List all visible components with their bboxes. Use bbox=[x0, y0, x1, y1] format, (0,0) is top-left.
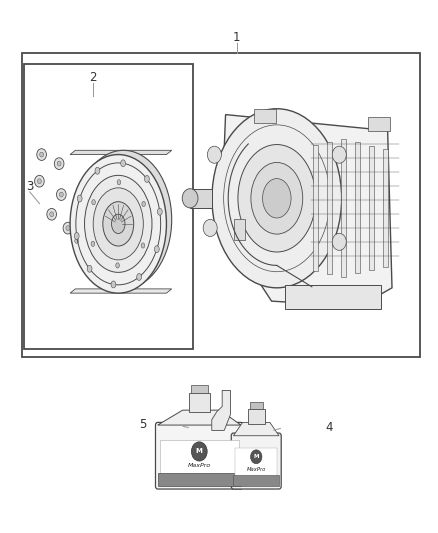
Ellipse shape bbox=[60, 192, 63, 197]
Ellipse shape bbox=[93, 188, 143, 260]
Ellipse shape bbox=[85, 175, 152, 272]
Ellipse shape bbox=[37, 149, 46, 160]
Ellipse shape bbox=[47, 208, 57, 220]
FancyBboxPatch shape bbox=[155, 422, 243, 489]
Ellipse shape bbox=[191, 442, 207, 461]
Ellipse shape bbox=[92, 200, 95, 205]
Text: 4: 4 bbox=[325, 421, 333, 434]
Ellipse shape bbox=[72, 235, 81, 247]
Bar bbox=[191, 385, 208, 393]
Polygon shape bbox=[70, 150, 172, 155]
Text: 2: 2 bbox=[89, 71, 97, 84]
Ellipse shape bbox=[121, 160, 126, 167]
Ellipse shape bbox=[87, 265, 92, 272]
Ellipse shape bbox=[35, 175, 44, 187]
Bar bbox=[250, 402, 263, 409]
Ellipse shape bbox=[91, 241, 95, 246]
Bar bbox=[24, 64, 193, 349]
Ellipse shape bbox=[142, 201, 145, 206]
Bar bbox=[234, 219, 245, 240]
Bar bbox=[254, 109, 276, 123]
Bar bbox=[369, 146, 374, 270]
Ellipse shape bbox=[63, 222, 73, 234]
Bar bbox=[383, 149, 388, 266]
Bar bbox=[247, 409, 265, 424]
Bar bbox=[233, 475, 279, 486]
Ellipse shape bbox=[145, 175, 149, 182]
FancyBboxPatch shape bbox=[231, 433, 281, 489]
Ellipse shape bbox=[116, 263, 120, 268]
Bar bbox=[313, 145, 318, 271]
Ellipse shape bbox=[262, 179, 291, 218]
Text: 3: 3 bbox=[26, 180, 33, 193]
Bar bbox=[368, 117, 390, 131]
Ellipse shape bbox=[77, 195, 82, 202]
Ellipse shape bbox=[212, 109, 342, 288]
Ellipse shape bbox=[251, 163, 303, 234]
Ellipse shape bbox=[137, 273, 141, 280]
Ellipse shape bbox=[49, 212, 53, 217]
Ellipse shape bbox=[157, 208, 162, 215]
Text: 1: 1 bbox=[233, 31, 240, 44]
Polygon shape bbox=[221, 115, 392, 306]
Bar bbox=[327, 142, 332, 274]
Ellipse shape bbox=[70, 155, 166, 293]
Text: MaxPro: MaxPro bbox=[247, 467, 266, 472]
Circle shape bbox=[332, 146, 346, 163]
Polygon shape bbox=[70, 289, 172, 293]
Circle shape bbox=[207, 146, 221, 163]
Text: M: M bbox=[254, 454, 259, 459]
Polygon shape bbox=[190, 189, 212, 208]
Bar bbox=[285, 285, 381, 309]
Ellipse shape bbox=[54, 158, 64, 169]
Ellipse shape bbox=[57, 189, 66, 200]
Ellipse shape bbox=[117, 180, 121, 185]
Circle shape bbox=[332, 233, 346, 251]
Bar bbox=[189, 393, 210, 411]
Ellipse shape bbox=[155, 246, 159, 253]
Bar bbox=[341, 139, 346, 277]
Ellipse shape bbox=[111, 281, 116, 288]
Ellipse shape bbox=[39, 152, 43, 157]
Polygon shape bbox=[233, 422, 279, 436]
Ellipse shape bbox=[112, 214, 125, 233]
Bar bbox=[160, 440, 239, 484]
Ellipse shape bbox=[238, 144, 316, 252]
Ellipse shape bbox=[141, 243, 145, 248]
Bar bbox=[22, 53, 420, 357]
Circle shape bbox=[203, 220, 217, 237]
Ellipse shape bbox=[251, 450, 262, 464]
Ellipse shape bbox=[74, 239, 78, 243]
Ellipse shape bbox=[95, 167, 100, 174]
Ellipse shape bbox=[75, 150, 172, 289]
Circle shape bbox=[182, 189, 198, 208]
Text: MaxPro: MaxPro bbox=[187, 463, 211, 468]
Polygon shape bbox=[212, 390, 230, 431]
Text: 5: 5 bbox=[139, 418, 146, 431]
Ellipse shape bbox=[38, 179, 41, 183]
Polygon shape bbox=[158, 410, 241, 425]
Bar bbox=[158, 473, 241, 486]
Ellipse shape bbox=[57, 161, 61, 166]
Text: M: M bbox=[196, 448, 203, 455]
Bar bbox=[355, 142, 360, 273]
Ellipse shape bbox=[74, 232, 79, 239]
Bar bbox=[235, 448, 277, 484]
Ellipse shape bbox=[66, 226, 70, 231]
Ellipse shape bbox=[103, 201, 134, 246]
